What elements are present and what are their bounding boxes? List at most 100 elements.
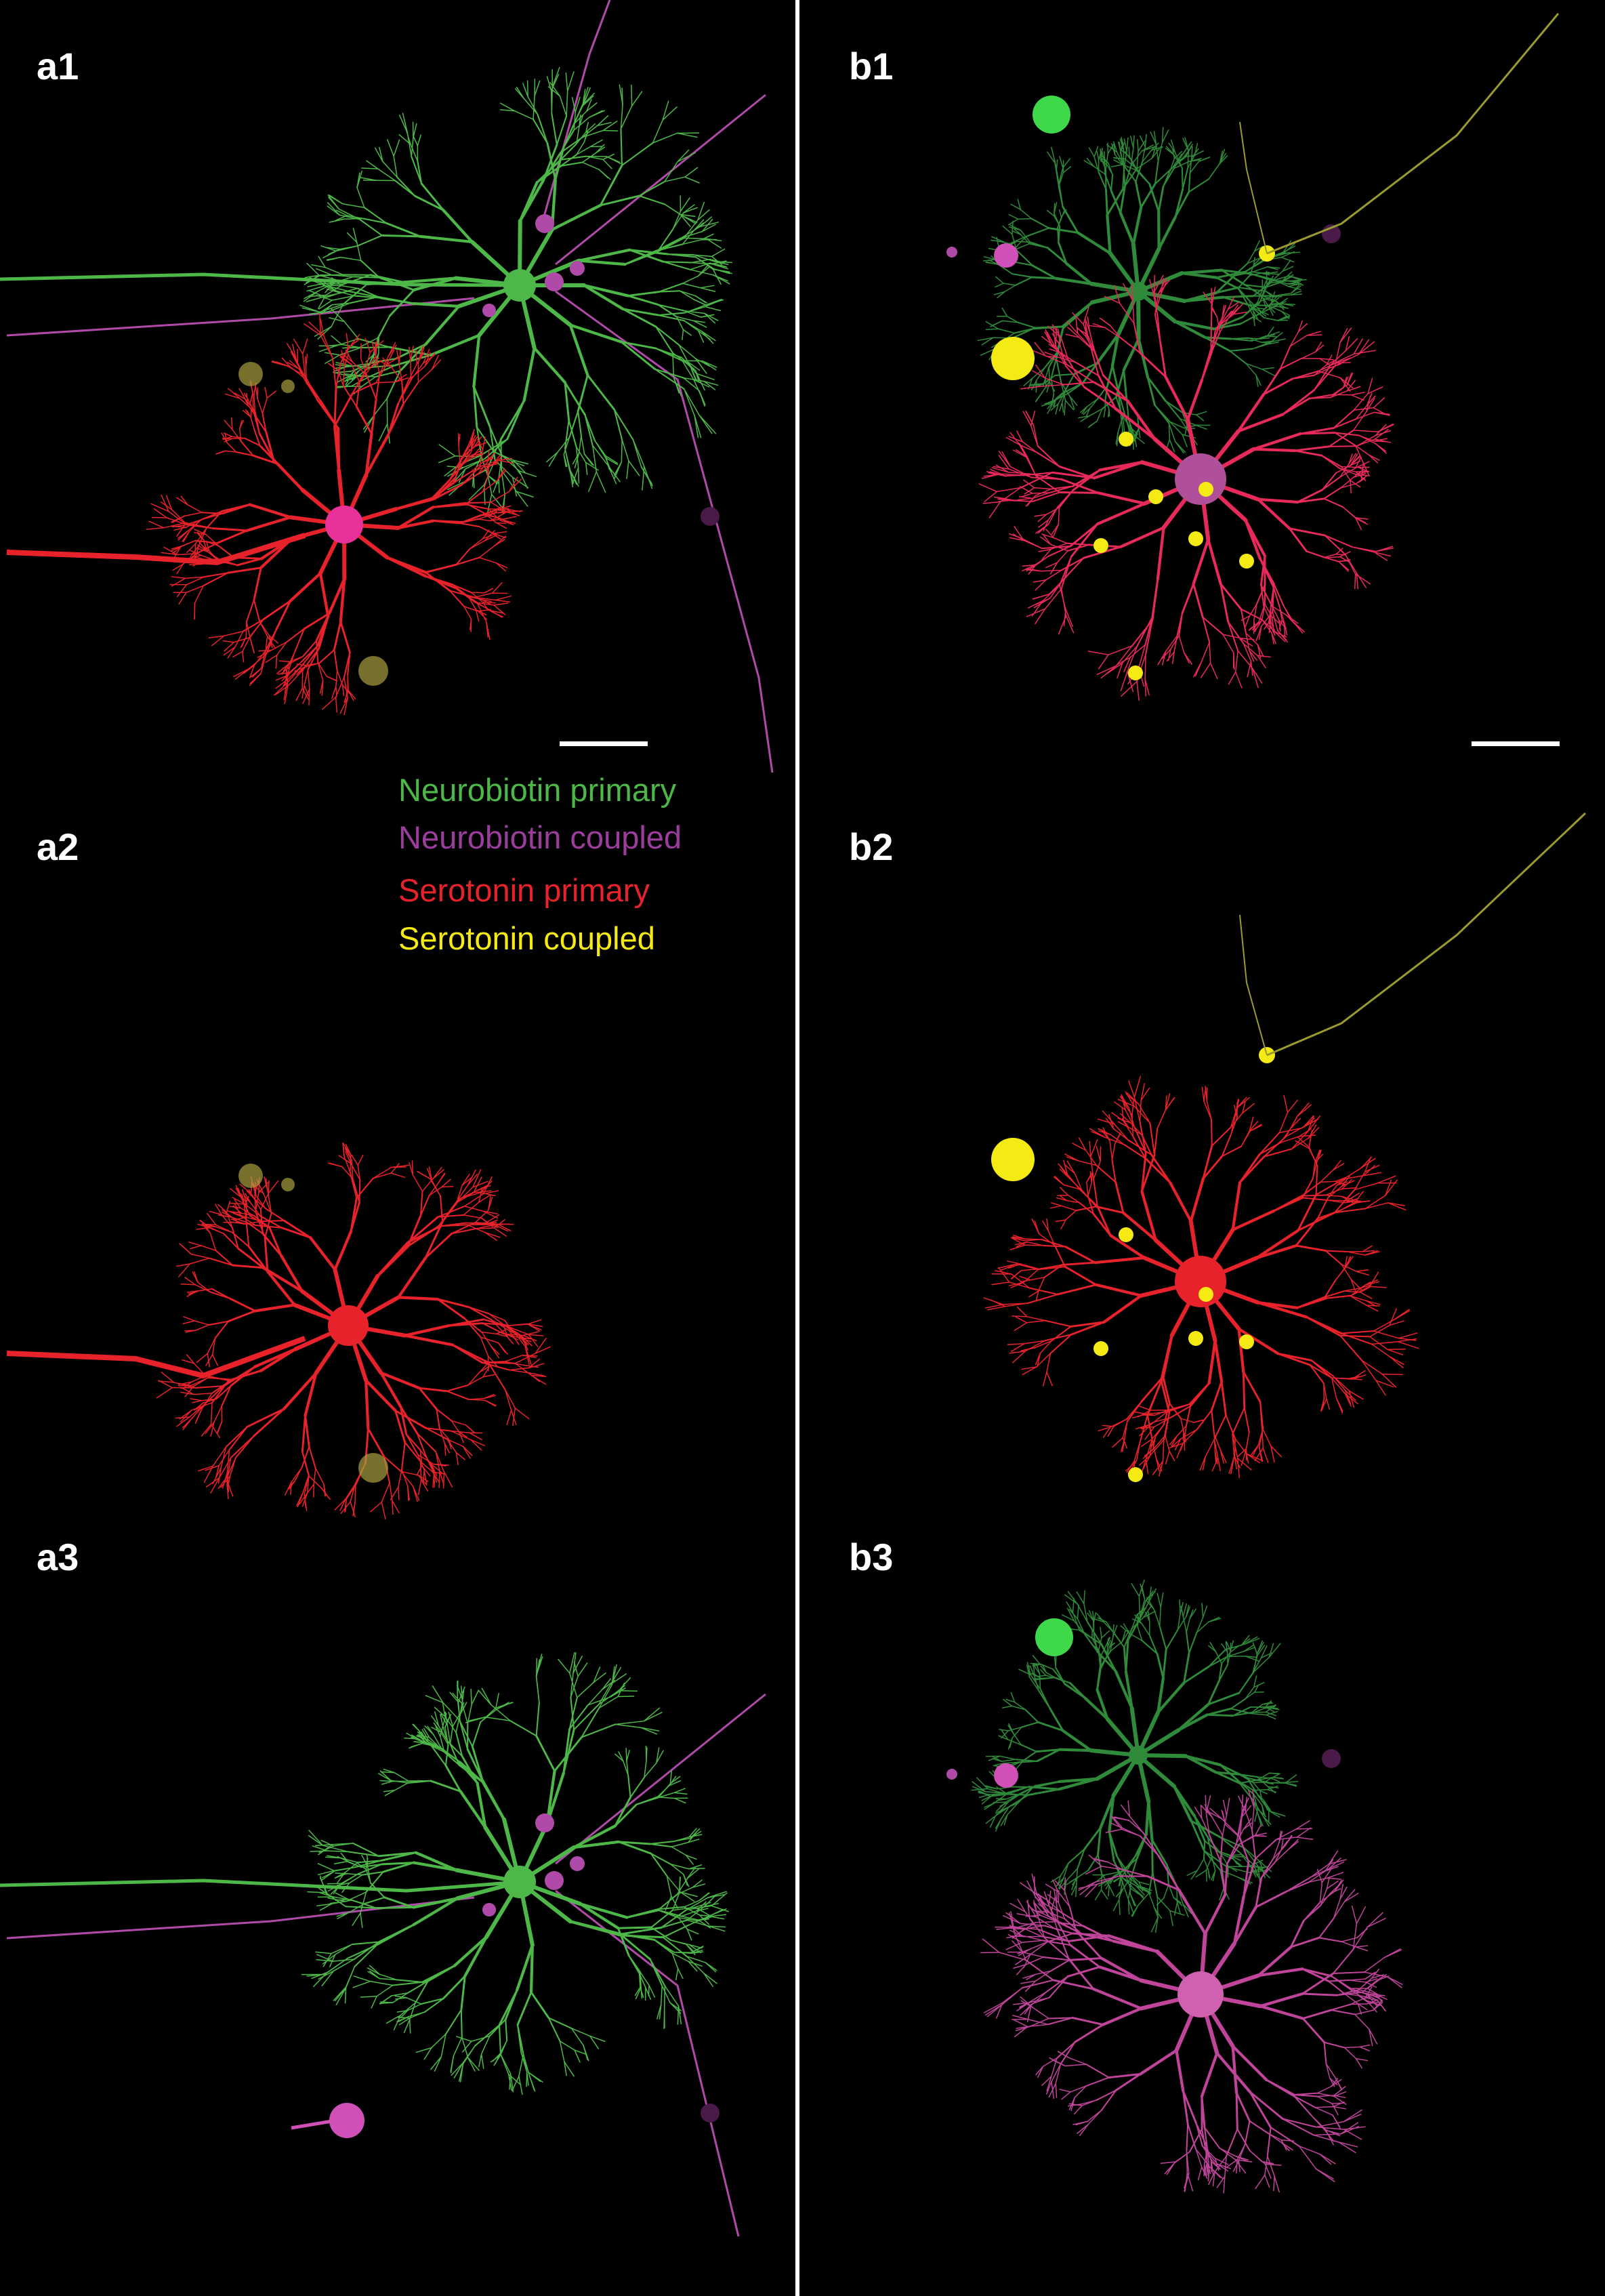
dendrite — [673, 377, 682, 397]
dendrite — [359, 367, 371, 384]
dendrite — [322, 1483, 326, 1497]
dendrite — [411, 136, 414, 157]
dendrite — [491, 1319, 505, 1334]
dendrite — [442, 208, 474, 244]
dendrite — [209, 1210, 222, 1216]
dendrite — [688, 1868, 705, 1870]
dendrite — [249, 673, 262, 684]
dendrite — [381, 1501, 386, 1520]
dendrite — [329, 218, 345, 223]
dendrite — [608, 465, 621, 483]
dendrite — [476, 602, 487, 623]
dendrite — [455, 1452, 465, 1460]
dendrite — [185, 1330, 196, 1333]
dendrite — [356, 234, 383, 247]
dendrite — [680, 226, 701, 239]
dendrite — [711, 248, 726, 258]
dendrite — [475, 1224, 495, 1229]
dendrite — [470, 619, 472, 630]
dendrite — [461, 466, 481, 486]
dendrite — [655, 326, 680, 346]
dendrite — [320, 318, 325, 337]
dendrite — [220, 1475, 231, 1488]
dendrite — [304, 669, 309, 686]
dendrite — [195, 542, 218, 555]
dendrite — [360, 177, 377, 181]
dendrite — [239, 1183, 252, 1194]
dendrite — [333, 276, 354, 283]
dendrite — [196, 1402, 204, 1410]
dendrite — [240, 1207, 255, 1216]
dendrite — [495, 562, 507, 572]
dendrite — [158, 1380, 175, 1383]
dendrite — [405, 1433, 421, 1451]
dendrite — [560, 143, 577, 161]
dendrite — [704, 312, 719, 321]
dendrite — [331, 304, 344, 327]
dendrite — [362, 218, 388, 224]
dendrite — [385, 350, 395, 366]
dendrite — [377, 168, 396, 182]
dendrite — [581, 94, 588, 107]
dendrite — [236, 557, 263, 567]
dendrite — [443, 1471, 453, 1488]
dendrite — [325, 352, 341, 356]
dendrite — [658, 314, 685, 322]
dendrite — [467, 1399, 486, 1401]
cell-body — [994, 243, 1018, 268]
dendrite — [379, 1780, 394, 1782]
dendrite — [421, 1465, 431, 1477]
dendrite — [334, 371, 352, 373]
dendrite — [563, 123, 575, 148]
dendrite — [490, 610, 503, 618]
dendrite — [467, 1173, 478, 1187]
dendrite — [346, 333, 349, 348]
dendrite — [451, 1420, 460, 1433]
cell-body — [1198, 1287, 1213, 1302]
dendrite — [326, 256, 341, 261]
dendrite — [482, 534, 493, 539]
dendrite — [217, 1421, 223, 1433]
dendrite — [295, 357, 304, 378]
dendrite — [632, 438, 642, 468]
dendrite — [487, 1361, 506, 1391]
dendrite — [335, 696, 338, 713]
dendrite — [549, 82, 561, 97]
dendrite — [620, 128, 623, 167]
dendrite — [376, 295, 415, 305]
dendrite — [301, 670, 304, 689]
dendrite — [249, 618, 264, 638]
dendrite — [432, 503, 467, 508]
cell-body — [545, 1871, 564, 1890]
dendrite — [412, 134, 419, 146]
dendrite — [645, 1987, 652, 2000]
dendrite — [210, 1477, 220, 1494]
dendrite — [1181, 167, 1184, 190]
dendrite — [224, 419, 233, 430]
dendrite — [410, 144, 419, 162]
dendrite — [335, 365, 352, 369]
dendrite — [237, 1222, 257, 1226]
cell-body — [238, 362, 263, 386]
dendrite — [696, 373, 715, 380]
dendrite — [508, 476, 518, 493]
dendrite — [465, 1424, 476, 1433]
dendrite — [171, 508, 186, 524]
dendrite — [356, 1177, 374, 1199]
cell-body — [281, 1178, 295, 1191]
dendrite — [343, 651, 351, 678]
dendrite — [291, 1467, 303, 1483]
dendrite — [459, 1192, 482, 1200]
dendrite — [676, 132, 698, 138]
dendrite — [512, 476, 518, 497]
dendrite — [187, 504, 203, 514]
dendrite — [345, 1151, 352, 1164]
dendrite — [602, 159, 612, 169]
dendrite — [461, 444, 471, 458]
dendrite — [247, 404, 257, 417]
dendrite — [180, 1391, 194, 1395]
dendrite — [482, 1374, 495, 1378]
dendrite — [287, 670, 304, 687]
dendrite — [705, 306, 722, 312]
dendrite — [657, 304, 678, 318]
